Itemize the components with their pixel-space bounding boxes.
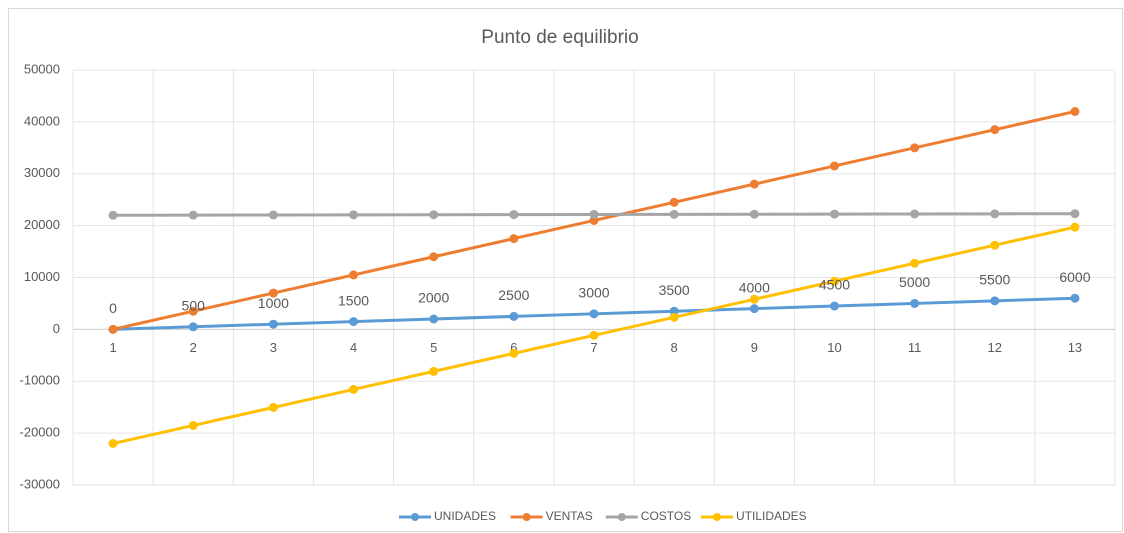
legend-marker [411, 513, 419, 521]
x-tick-label: 4 [350, 340, 357, 355]
legend-label: UNIDADES [434, 509, 496, 523]
x-tick-label: 5 [430, 340, 437, 355]
data-point [509, 210, 519, 220]
legend-label: COSTOS [641, 509, 691, 523]
data-point [429, 210, 439, 220]
data-point [589, 209, 599, 219]
data-point [268, 319, 278, 329]
x-tick-label: 7 [590, 340, 597, 355]
chart-border [8, 8, 1123, 532]
data-point [509, 348, 519, 358]
data-label: 4500 [819, 277, 850, 293]
data-point [669, 197, 679, 207]
y-tick-label: 30000 [24, 165, 60, 180]
x-tick-label: 3 [270, 340, 277, 355]
x-tick-label: 11 [908, 340, 922, 355]
data-point [108, 324, 118, 334]
legend-marker [522, 513, 531, 521]
data-label: 4000 [739, 279, 770, 295]
data-label: 2500 [498, 287, 529, 303]
data-point [749, 209, 759, 219]
data-point [349, 317, 359, 327]
data-point [429, 366, 439, 376]
data-point [829, 161, 839, 171]
data-point [188, 420, 198, 430]
chart-title: Punto de equilibrio [481, 27, 638, 48]
data-point [749, 179, 759, 189]
data-point [429, 314, 439, 324]
data-point [829, 301, 839, 311]
data-point [589, 309, 599, 319]
legend-label: VENTAS [546, 509, 593, 523]
x-tick-label: 10 [827, 340, 841, 355]
data-point [910, 258, 920, 268]
data-point [268, 210, 278, 220]
y-tick-label: 40000 [24, 113, 60, 128]
data-label: 1500 [338, 292, 369, 308]
data-point [1070, 293, 1080, 303]
data-point [1070, 107, 1080, 116]
data-point [589, 330, 599, 340]
data-point [910, 143, 920, 153]
y-tick-label: 0 [53, 321, 60, 336]
legend-marker [617, 513, 626, 521]
data-point [990, 125, 1000, 135]
data-point [349, 210, 359, 220]
data-point [349, 270, 359, 280]
data-point [188, 322, 198, 332]
x-tick-label: 2 [190, 340, 197, 355]
data-point [829, 209, 839, 219]
y-tick-label: -10000 [20, 373, 60, 388]
x-tick-label: 1 [109, 340, 116, 355]
data-label: 0 [109, 300, 117, 316]
data-point [509, 311, 519, 321]
data-point [910, 209, 920, 219]
data-point [188, 210, 198, 220]
data-point [429, 252, 439, 262]
data-label: 3500 [659, 282, 690, 298]
x-tick-label: 9 [751, 340, 758, 355]
y-tick-label: 10000 [24, 269, 60, 284]
y-tick-label: 50000 [24, 61, 60, 76]
y-tick-label: 20000 [24, 217, 60, 232]
data-point [108, 210, 118, 220]
data-label: 6000 [1059, 269, 1090, 285]
data-point [829, 276, 839, 286]
data-label: 3000 [578, 285, 609, 301]
x-tick-label: 13 [1068, 340, 1082, 355]
data-point [349, 384, 359, 394]
data-point [268, 288, 278, 298]
y-tick-label: -20000 [20, 425, 60, 440]
data-point [749, 294, 759, 304]
data-label: 5500 [979, 272, 1010, 288]
data-point [1070, 209, 1080, 219]
data-label: 2000 [418, 290, 449, 306]
x-tick-label: 8 [671, 340, 678, 355]
data-point [509, 234, 519, 244]
data-label: 5000 [899, 274, 930, 290]
data-point [749, 304, 759, 314]
data-point [108, 439, 118, 448]
data-label: 1000 [258, 295, 289, 311]
data-point [669, 209, 679, 219]
y-tick-label: -30000 [20, 476, 60, 491]
legend-marker [713, 513, 721, 521]
data-label: 500 [182, 297, 206, 313]
x-tick-label: 12 [988, 340, 1002, 355]
data-point [990, 240, 1000, 250]
data-point [910, 298, 920, 308]
data-point [268, 402, 278, 412]
data-point [1070, 222, 1080, 232]
x-tick-label: 6 [510, 340, 517, 355]
data-point [990, 296, 1000, 306]
data-point [669, 312, 679, 322]
data-point [990, 209, 1000, 219]
legend-label: UTILIDADES [736, 509, 807, 523]
data-point [188, 306, 198, 316]
